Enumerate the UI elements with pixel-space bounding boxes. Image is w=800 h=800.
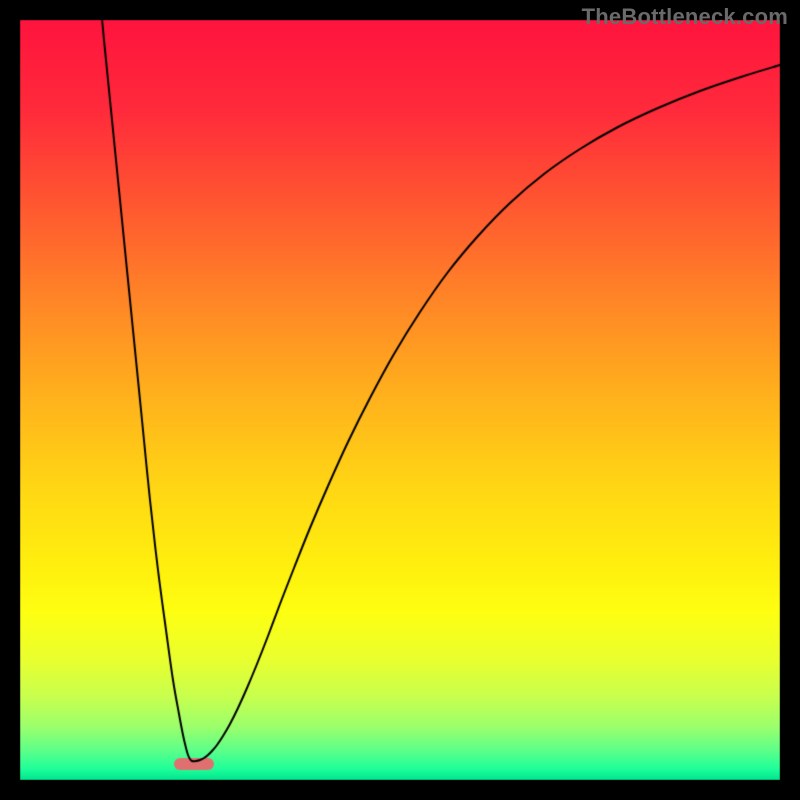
watermark-text: TheBottleneck.com [582, 4, 788, 30]
chart-container: TheBottleneck.com [0, 0, 800, 800]
bottleneck-curve [0, 0, 800, 800]
